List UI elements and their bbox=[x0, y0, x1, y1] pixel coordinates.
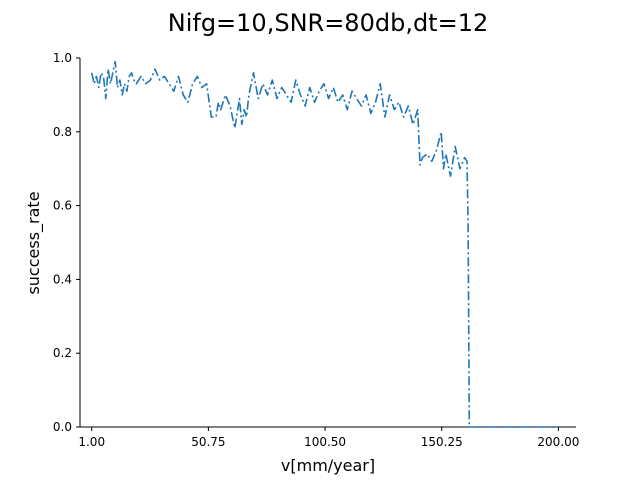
y-tick-label: 1.0 bbox=[53, 51, 72, 65]
series-line-1 bbox=[90, 60, 559, 428]
chart-title: Nifg=10,SNR=80db,dt=12 bbox=[168, 9, 488, 37]
x-axis-label: v[mm/year] bbox=[281, 456, 375, 475]
x-tick-label: 1.00 bbox=[78, 435, 105, 449]
y-axis-label: success_rate bbox=[24, 191, 44, 294]
x-tick-label: 200.00 bbox=[537, 435, 579, 449]
x-tick-label: 100.50 bbox=[304, 435, 346, 449]
y-tick-label: 0.8 bbox=[53, 125, 72, 139]
y-axis-ticks: 0.0 0.2 0.4 0.6 0.8 1.0 bbox=[53, 51, 80, 434]
y-tick-label: 0.2 bbox=[53, 346, 72, 360]
series-group bbox=[90, 60, 559, 428]
y-tick-label: 0.4 bbox=[53, 272, 72, 286]
x-tick-label: 150.25 bbox=[421, 435, 463, 449]
x-tick-label: 50.75 bbox=[191, 435, 225, 449]
y-tick-label: 0.6 bbox=[53, 199, 72, 213]
y-tick-label: 0.0 bbox=[53, 420, 72, 434]
x-axis-ticks: 1.00 50.75 100.50 150.25 200.00 bbox=[78, 427, 579, 449]
